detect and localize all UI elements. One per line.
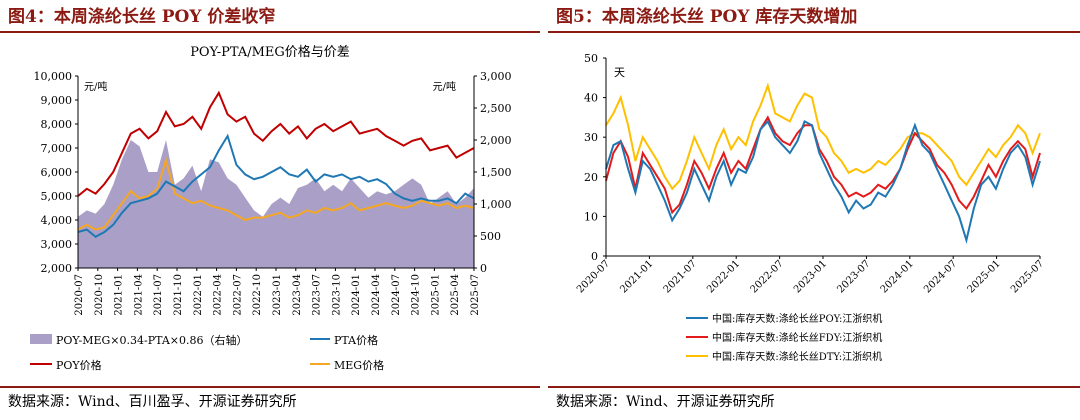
x-tick-label: 2022-10	[252, 274, 263, 316]
x-tick-label: 2025-01	[966, 258, 1003, 295]
chart-title: POY-PTA/MEG价格与价差	[190, 44, 350, 60]
y-tick-label: 50	[584, 52, 598, 65]
x-tick-label: 2024-07	[922, 258, 959, 295]
x-tick-label: 2020-07	[575, 258, 612, 295]
left-y-tick-label: 3,000	[41, 238, 73, 251]
source-rule	[0, 386, 540, 388]
right-source: 数据来源：Wind、开源证券研究所	[556, 394, 775, 410]
right-y-tick-label: 2,000	[480, 134, 512, 147]
right-y-tick-label: 1,000	[480, 198, 512, 211]
figure-5-title: 图5：本周涤纶长丝 POY 库存天数增加	[556, 7, 858, 27]
left-axis-unit: 元/吨	[84, 80, 107, 93]
x-tick-label: 2021-07	[662, 258, 699, 295]
x-tick-label: 2025-04	[450, 274, 461, 316]
left-figure-panel: 图4：本周涤纶长丝 POY 价差收窄 POY-PTA/MEG价格与价差元/吨 元/…	[0, 7, 540, 410]
right-y-tick-label: 0	[480, 262, 487, 275]
x-tick-label: 2020-07	[74, 274, 85, 316]
y-tick-label: 0	[591, 250, 598, 263]
x-tick-label: 2023-04	[292, 274, 303, 316]
left-y-tick-label: 4,000	[41, 214, 73, 227]
left-y-tick-label: 8,000	[41, 118, 73, 131]
series-line-MEG价格	[77, 156, 475, 231]
x-tick-label: 2022-04	[213, 274, 224, 316]
x-tick-label: 2022-01	[193, 274, 204, 316]
right-figure-panel: 图5：本周涤纶长丝 POY 库存天数增加 天 0 10 20 30 40 50 2020-07…	[548, 0, 1080, 420]
series-line-1	[605, 115, 1041, 215]
title-rule	[548, 31, 1080, 33]
x-tick-label: 2021-04	[133, 274, 144, 316]
title-rule	[0, 31, 540, 33]
legend-label-1: 中国:库存天数:涤纶长丝FDY:江浙织机	[712, 331, 882, 344]
right-y-tick-label: 500	[480, 230, 501, 243]
left-y-tick-label: 6,000	[41, 166, 73, 179]
legend-label-2: 中国:库存天数:涤纶长丝DTY:江浙织机	[712, 350, 882, 363]
series-line-PTA价格	[77, 133, 475, 239]
y-tick-label: 10	[584, 210, 598, 223]
left-y-tick-label: 2,000	[41, 262, 73, 275]
legend-label-spread: POY-MEG×0.34-PTA×0.86（右轴）	[56, 333, 248, 347]
legend-label-meg: MEG价格	[334, 358, 384, 372]
right-y-tick-label: 2,500	[480, 102, 512, 115]
x-tick-label: 2025-07	[470, 274, 481, 316]
x-tick-label: 2021-10	[173, 274, 184, 316]
x-tick-label: 2021-01	[114, 274, 125, 316]
y-tick-label: 20	[584, 171, 598, 184]
series-line-POY价格	[77, 90, 475, 197]
x-tick-label: 2025-01	[430, 274, 441, 316]
x-tick-label: 2024-01	[879, 258, 916, 295]
x-tick-label: 2023-01	[272, 274, 283, 316]
x-tick-label: 2024-10	[411, 274, 422, 316]
left-y-tick-label: 10,000	[34, 70, 73, 83]
left-source: 数据来源：Wind、百川盈孚、开源证券研究所	[8, 394, 297, 410]
series-area-spread	[78, 140, 474, 268]
x-tick-label: 2024-04	[371, 274, 382, 316]
y-axis-unit: 天	[614, 66, 625, 79]
series-line-2	[605, 82, 1041, 191]
x-tick-label: 2023-07	[312, 274, 323, 316]
figure-4-title: 图4：本周涤纶长丝 POY 价差收窄	[8, 7, 276, 27]
left-y-tick-label: 7,000	[41, 142, 73, 155]
x-tick-label: 2021-07	[153, 274, 164, 316]
y-tick-label: 40	[584, 92, 598, 105]
x-tick-label: 2021-01	[618, 258, 655, 295]
x-tick-label: 2025-07	[1009, 258, 1046, 295]
x-tick-label: 2023-07	[835, 258, 872, 295]
x-tick-label: 2024-01	[351, 274, 362, 316]
right-y-tick-label: 3,000	[480, 70, 512, 83]
left-y-tick-label: 5,000	[41, 190, 73, 203]
x-tick-label: 2024-07	[391, 274, 402, 316]
y-tick-label: 30	[584, 131, 598, 144]
legend-swatch-spread	[30, 334, 52, 344]
x-tick-label: 2022-01	[705, 258, 742, 295]
legend-label-pta: PTA价格	[334, 333, 378, 347]
x-tick-label: 2023-10	[331, 274, 342, 316]
right-axis-unit: 元/吨	[433, 80, 456, 93]
x-tick-label: 2020-10	[94, 274, 105, 316]
legend-label-0: 中国:库存天数:涤纶长丝POY:江浙织机	[712, 312, 882, 325]
right-y-tick-label: 1,500	[480, 166, 512, 179]
x-tick-label: 2022-07	[232, 274, 243, 316]
left-y-tick-label: 9,000	[41, 94, 73, 107]
x-tick-label: 2023-01	[792, 258, 829, 295]
legend-label-poy: POY价格	[56, 358, 102, 372]
x-tick-label: 2022-07	[749, 258, 786, 295]
right-chart: 天 0 10 20 30 40 50 2020-07 2021-01 2021-07 2022-01…	[575, 52, 1046, 363]
series-line-0	[605, 119, 1041, 245]
source-rule	[548, 386, 1080, 388]
